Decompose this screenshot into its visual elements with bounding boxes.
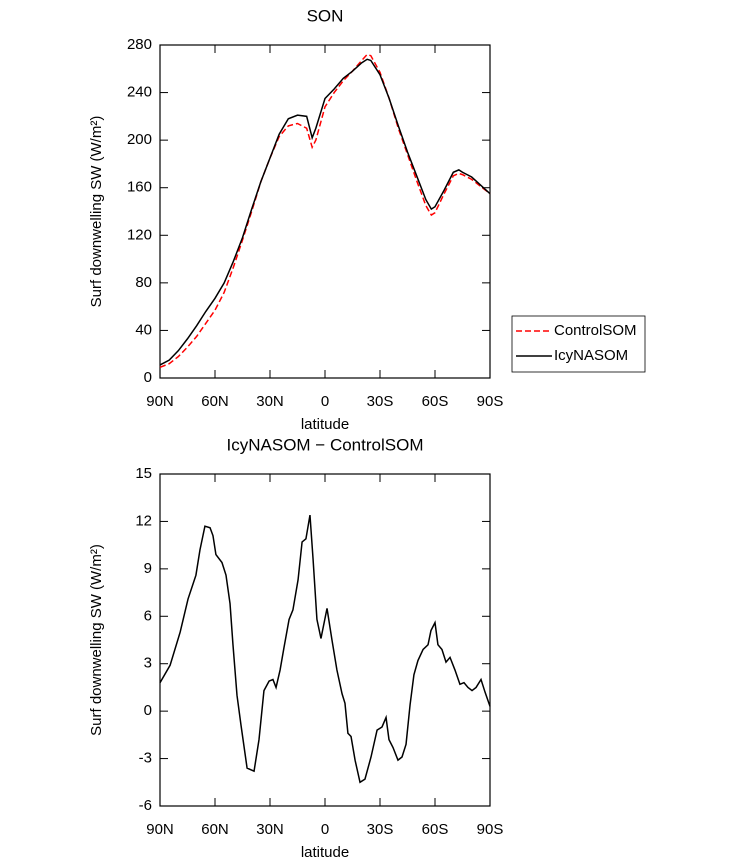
y-tick-label: 80 [135, 274, 152, 291]
x-tick-label: 30S [367, 393, 394, 410]
y-tick-label: 6 [144, 607, 152, 624]
legend-label: IcyNASOM [554, 347, 628, 364]
x-tick-label: 30S [367, 821, 394, 838]
x-tick-label: 0 [321, 821, 329, 838]
x-tick-label: 90N [146, 821, 174, 838]
chart-title: IcyNASOM − ControlSOM [227, 435, 424, 454]
y-tick-label: -3 [139, 750, 152, 767]
x-tick-label: 0 [321, 393, 329, 410]
x-tick-label: 90S [477, 393, 504, 410]
y-tick-label: 40 [135, 321, 152, 338]
data-line [159, 514, 491, 784]
plot-frame [159, 44, 491, 379]
y-tick-label: 3 [144, 655, 152, 672]
y-tick-label: 0 [144, 702, 152, 719]
y-tick-label: 9 [144, 560, 152, 577]
y-axis-label: Surf downwelling SW (W/m²) [88, 544, 105, 736]
y-tick-label: 200 [127, 131, 152, 148]
chart-title: SON [307, 6, 344, 25]
x-tick-label: 30N [256, 393, 284, 410]
y-tick-label: 0 [144, 369, 152, 386]
y-tick-label: 15 [135, 465, 152, 482]
x-tick-label: 90N [146, 393, 174, 410]
data-line [159, 58, 491, 366]
y-tick-label: 240 [127, 84, 152, 101]
x-axis-label: latitude [301, 844, 349, 861]
y-axis-label: Surf downwelling SW (W/m²) [88, 116, 105, 308]
legend-box [511, 315, 646, 373]
x-axis-label: latitude [301, 416, 349, 433]
y-tick-label: 120 [127, 226, 152, 243]
y-tick-label: 280 [127, 36, 152, 53]
x-tick-label: 60S [422, 821, 449, 838]
x-tick-label: 60N [201, 393, 229, 410]
y-tick-label: 12 [135, 512, 152, 529]
x-tick-label: 30N [256, 821, 284, 838]
data-line [159, 53, 491, 368]
x-tick-label: 60N [201, 821, 229, 838]
y-tick-label: 160 [127, 179, 152, 196]
x-tick-label: 90S [477, 821, 504, 838]
legend-label: ControlSOM [554, 322, 637, 339]
plot-frame [159, 473, 491, 807]
y-tick-label: -6 [139, 797, 152, 814]
x-tick-label: 60S [422, 393, 449, 410]
